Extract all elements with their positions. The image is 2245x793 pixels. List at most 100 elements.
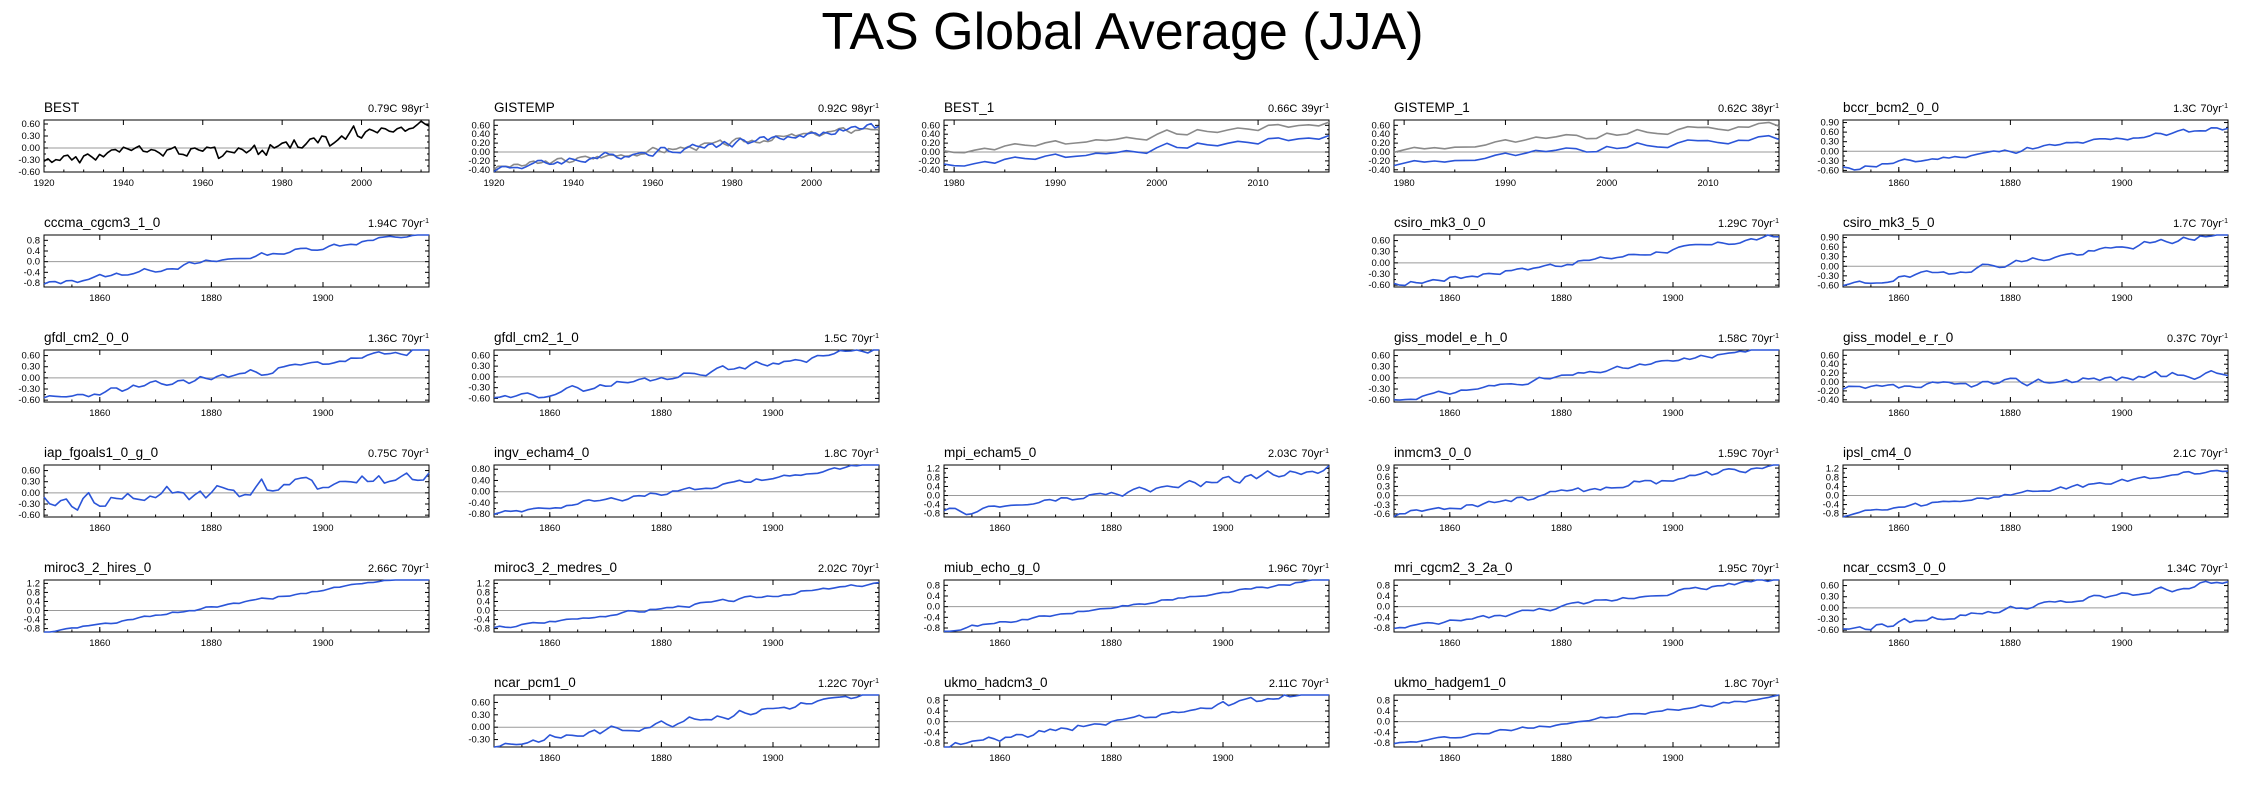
y-tick-label: -0.60 (18, 167, 40, 178)
panel-cccma_cgcm3_1_0: cccma_cgcm3_1_0 1.94C 70yr-1 -0.8 -0.4 0.0 0.4… (24, 215, 494, 325)
trend-exponent: -1 (2222, 218, 2228, 225)
y-tick-label: 0.20 (1821, 368, 1840, 379)
y-tick-label: 0.8 (927, 695, 940, 706)
panel-name: ipsl_cm4_0 (1843, 445, 1911, 460)
x-tick-label: 1860 (1439, 293, 1460, 304)
x-tick-label: 2010 (1698, 178, 1719, 189)
panel-miub_echo_g_0: miub_echo_g_0 1.96C 70yr-1 -0.8 -0.4 0.0 0.4 0.… (924, 560, 1394, 670)
y-tick-label: -0.20 (1368, 156, 1390, 167)
trend-label: 1.34C 70yr-1 (2167, 563, 2228, 575)
panel-name: miroc3_2_medres_0 (494, 560, 617, 575)
trend-period: 70yr (2200, 448, 2222, 460)
x-tick-label: 1920 (483, 178, 504, 189)
trend-value: 1.94C (368, 218, 397, 230)
x-tick-label: 1880 (1101, 523, 1122, 534)
chart-GISTEMP_1: GISTEMP_1 0.62C 38yr-1-0.40-0.200.000.200.… (1368, 100, 1780, 189)
y-tick-label: 0.20 (472, 138, 491, 149)
y-tick-label: -0.60 (1817, 625, 1839, 636)
x-tick-label: 1860 (89, 523, 110, 534)
y-tick-label: 0.80 (472, 464, 491, 475)
x-tick-label: 1940 (563, 178, 584, 189)
panel-giss_model_e_h_0: giss_model_e_h_0 1.58C 70yr-1 -0.60 -0.30 0.0… (1368, 330, 1844, 440)
plot-frame (1393, 694, 1780, 748)
trend-period: 98yr (851, 103, 873, 115)
chart-csiro_mk3_0_0: csiro_mk3_0_0 1.29C 70yr-1-0.60-0.300.000.… (1368, 215, 1780, 304)
y-tick-label: 0.00 (22, 143, 41, 154)
x-tick-label: 1860 (89, 638, 110, 649)
panel-bccr_bcm2_0_0: bccr_bcm2_0_0 1.3C 70yr-1 -0.60 -0.30 0.00 0.3… (1817, 100, 2245, 210)
y-tick-label: 0.8 (27, 235, 40, 246)
trend-label: 1.36C 70yr-1 (368, 333, 429, 345)
x-tick-label: 1880 (651, 753, 672, 764)
y-tick-label: -0.20 (468, 156, 490, 167)
panel-csiro_mk3_5_0: csiro_mk3_5_0 1.7C 70yr-1 -0.60 -0.30 0.00 0.3… (1817, 215, 2245, 325)
panel-giss_model_e_r_0: giss_model_e_r_0 0.37C 70yr-1 -0.40 -0.20 0.0… (1817, 330, 2245, 440)
chart-mpi_echam5_0: mpi_echam5_0 2.03C 70yr-1 -0.8-0.40.00.40.8… (924, 445, 1330, 534)
x-tick-label: 1900 (2111, 408, 2132, 419)
panel-ncar_ccsm3_0_0: ncar_ccsm3_0_0 1.34C 70yr-1 -0.60 -0.30 0.00 0… (1817, 560, 2245, 670)
trend-exponent: -1 (1773, 563, 1779, 570)
y-tick-label: -0.4 (924, 500, 940, 511)
x-tick-label: 1900 (2111, 178, 2132, 189)
y-tick-label: -0.30 (18, 499, 40, 510)
y-tick-label: 0.60 (1821, 242, 1840, 253)
trend-exponent: -1 (1773, 218, 1779, 225)
y-tick-label: 0.6 (1377, 472, 1390, 483)
trend-value: 1.59C (1718, 448, 1747, 460)
y-tick-label: 0.0 (927, 602, 940, 613)
panel-name: miroc3_2_hires_0 (44, 560, 151, 575)
series-line-miub_echo_g_0-0 (944, 579, 1329, 633)
x-tick-label: 1880 (651, 638, 672, 649)
series-line-GISTEMP_1-1 (1393, 134, 1780, 167)
chart-miroc3_2_hires_0: miroc3_2_hires_0 2.66C 70yr-1-0.8-0.40.00.… (24, 560, 430, 649)
panel-name: ncar_pcm1_0 (494, 675, 576, 690)
x-tick-label: 1880 (651, 523, 672, 534)
y-tick-label: 0.4 (27, 596, 40, 607)
panel-GISTEMP: GISTEMP 0.92C 98yr-1 -0.40 -0.20 0.00 0.20 0.40… (468, 100, 944, 210)
trend-exponent: -1 (1323, 103, 1329, 110)
y-tick-label: 0.30 (1372, 247, 1391, 258)
x-tick-label: 1900 (312, 408, 333, 419)
x-tick-label: 1880 (1101, 753, 1122, 764)
trend-label: 1.59C 70yr-1 (1718, 448, 1779, 460)
plot-frame (493, 119, 880, 173)
series-line-mri_cgcm2_3_2a_0-0 (1393, 579, 1779, 630)
trend-value: 2.66C (368, 563, 397, 575)
trend-value: 1.58C (1718, 333, 1747, 345)
y-tick-label: 0.60 (1821, 350, 1840, 361)
trend-period: 70yr (2200, 218, 2222, 230)
y-tick-label: 0.40 (472, 475, 491, 486)
trend-period: 70yr (401, 448, 423, 460)
y-tick-label: -0.8 (924, 509, 940, 520)
series-line-bccr_bcm2_0_0-0 (1842, 127, 2229, 171)
y-tick-label: 0.8 (1377, 695, 1390, 706)
y-tick-label: 0.00 (1372, 147, 1391, 158)
y-tick-label: 0.00 (1821, 261, 1840, 272)
x-tick-label: 1900 (312, 293, 333, 304)
trend-label: 1.5C 70yr-1 (824, 333, 879, 345)
y-tick-label: 0.40 (472, 129, 491, 140)
x-tick-label: 1900 (1662, 293, 1683, 304)
x-tick-label: 1900 (1212, 523, 1233, 534)
trend-exponent: -1 (423, 563, 429, 570)
chart-ncar_pcm1_0: ncar_pcm1_0 1.22C 70yr-1 -0.30 0.000.30 0.60 1… (468, 675, 880, 764)
panel-ipsl_cm4_0: ipsl_cm4_0 2.1C 70yr-1 -0.8 -0.4 0.0 0.4 0.8 1.2… (1823, 445, 2245, 555)
chart-miroc3_2_medres_0: miroc3_2_medres_0 2.02C 70yr-1-0.8-0.40.00… (474, 560, 880, 649)
x-tick-label: 1900 (762, 408, 783, 419)
x-tick-label: 1880 (1551, 638, 1572, 649)
series-line-miroc3_2_medres_0-0 (493, 581, 880, 629)
y-tick-label: 0.30 (22, 477, 41, 488)
trend-label: 1.3C 70yr-1 (2173, 103, 2228, 115)
y-tick-label: 0.90 (1821, 118, 1840, 129)
panel-name: gfdl_cm2_0_0 (44, 330, 129, 345)
x-tick-label: 1900 (312, 638, 333, 649)
trend-exponent: -1 (423, 218, 429, 225)
panel-csiro_mk3_0_0: csiro_mk3_0_0 1.29C 70yr-1 -0.60 -0.30 0.00 0.… (1368, 215, 1844, 325)
y-tick-label: 0.40 (922, 129, 941, 140)
chart-miub_echo_g_0: miub_echo_g_0 1.96C 70yr-1 -0.8-0.40.00.40.… (924, 560, 1330, 649)
y-tick-label: 0.4 (927, 481, 940, 492)
y-tick-label: 0.00 (1821, 146, 1840, 157)
chart-gfdl_cm2_1_0: gfdl_cm2_1_0 1.5C 70yr-1 -0.60-0.300.000.30… (468, 330, 880, 419)
panel-ukmo_hadcm3_0: ukmo_hadcm3_0 2.11C 70yr-1 -0.8 -0.4 0.0 0.4 0.… (924, 675, 1394, 785)
